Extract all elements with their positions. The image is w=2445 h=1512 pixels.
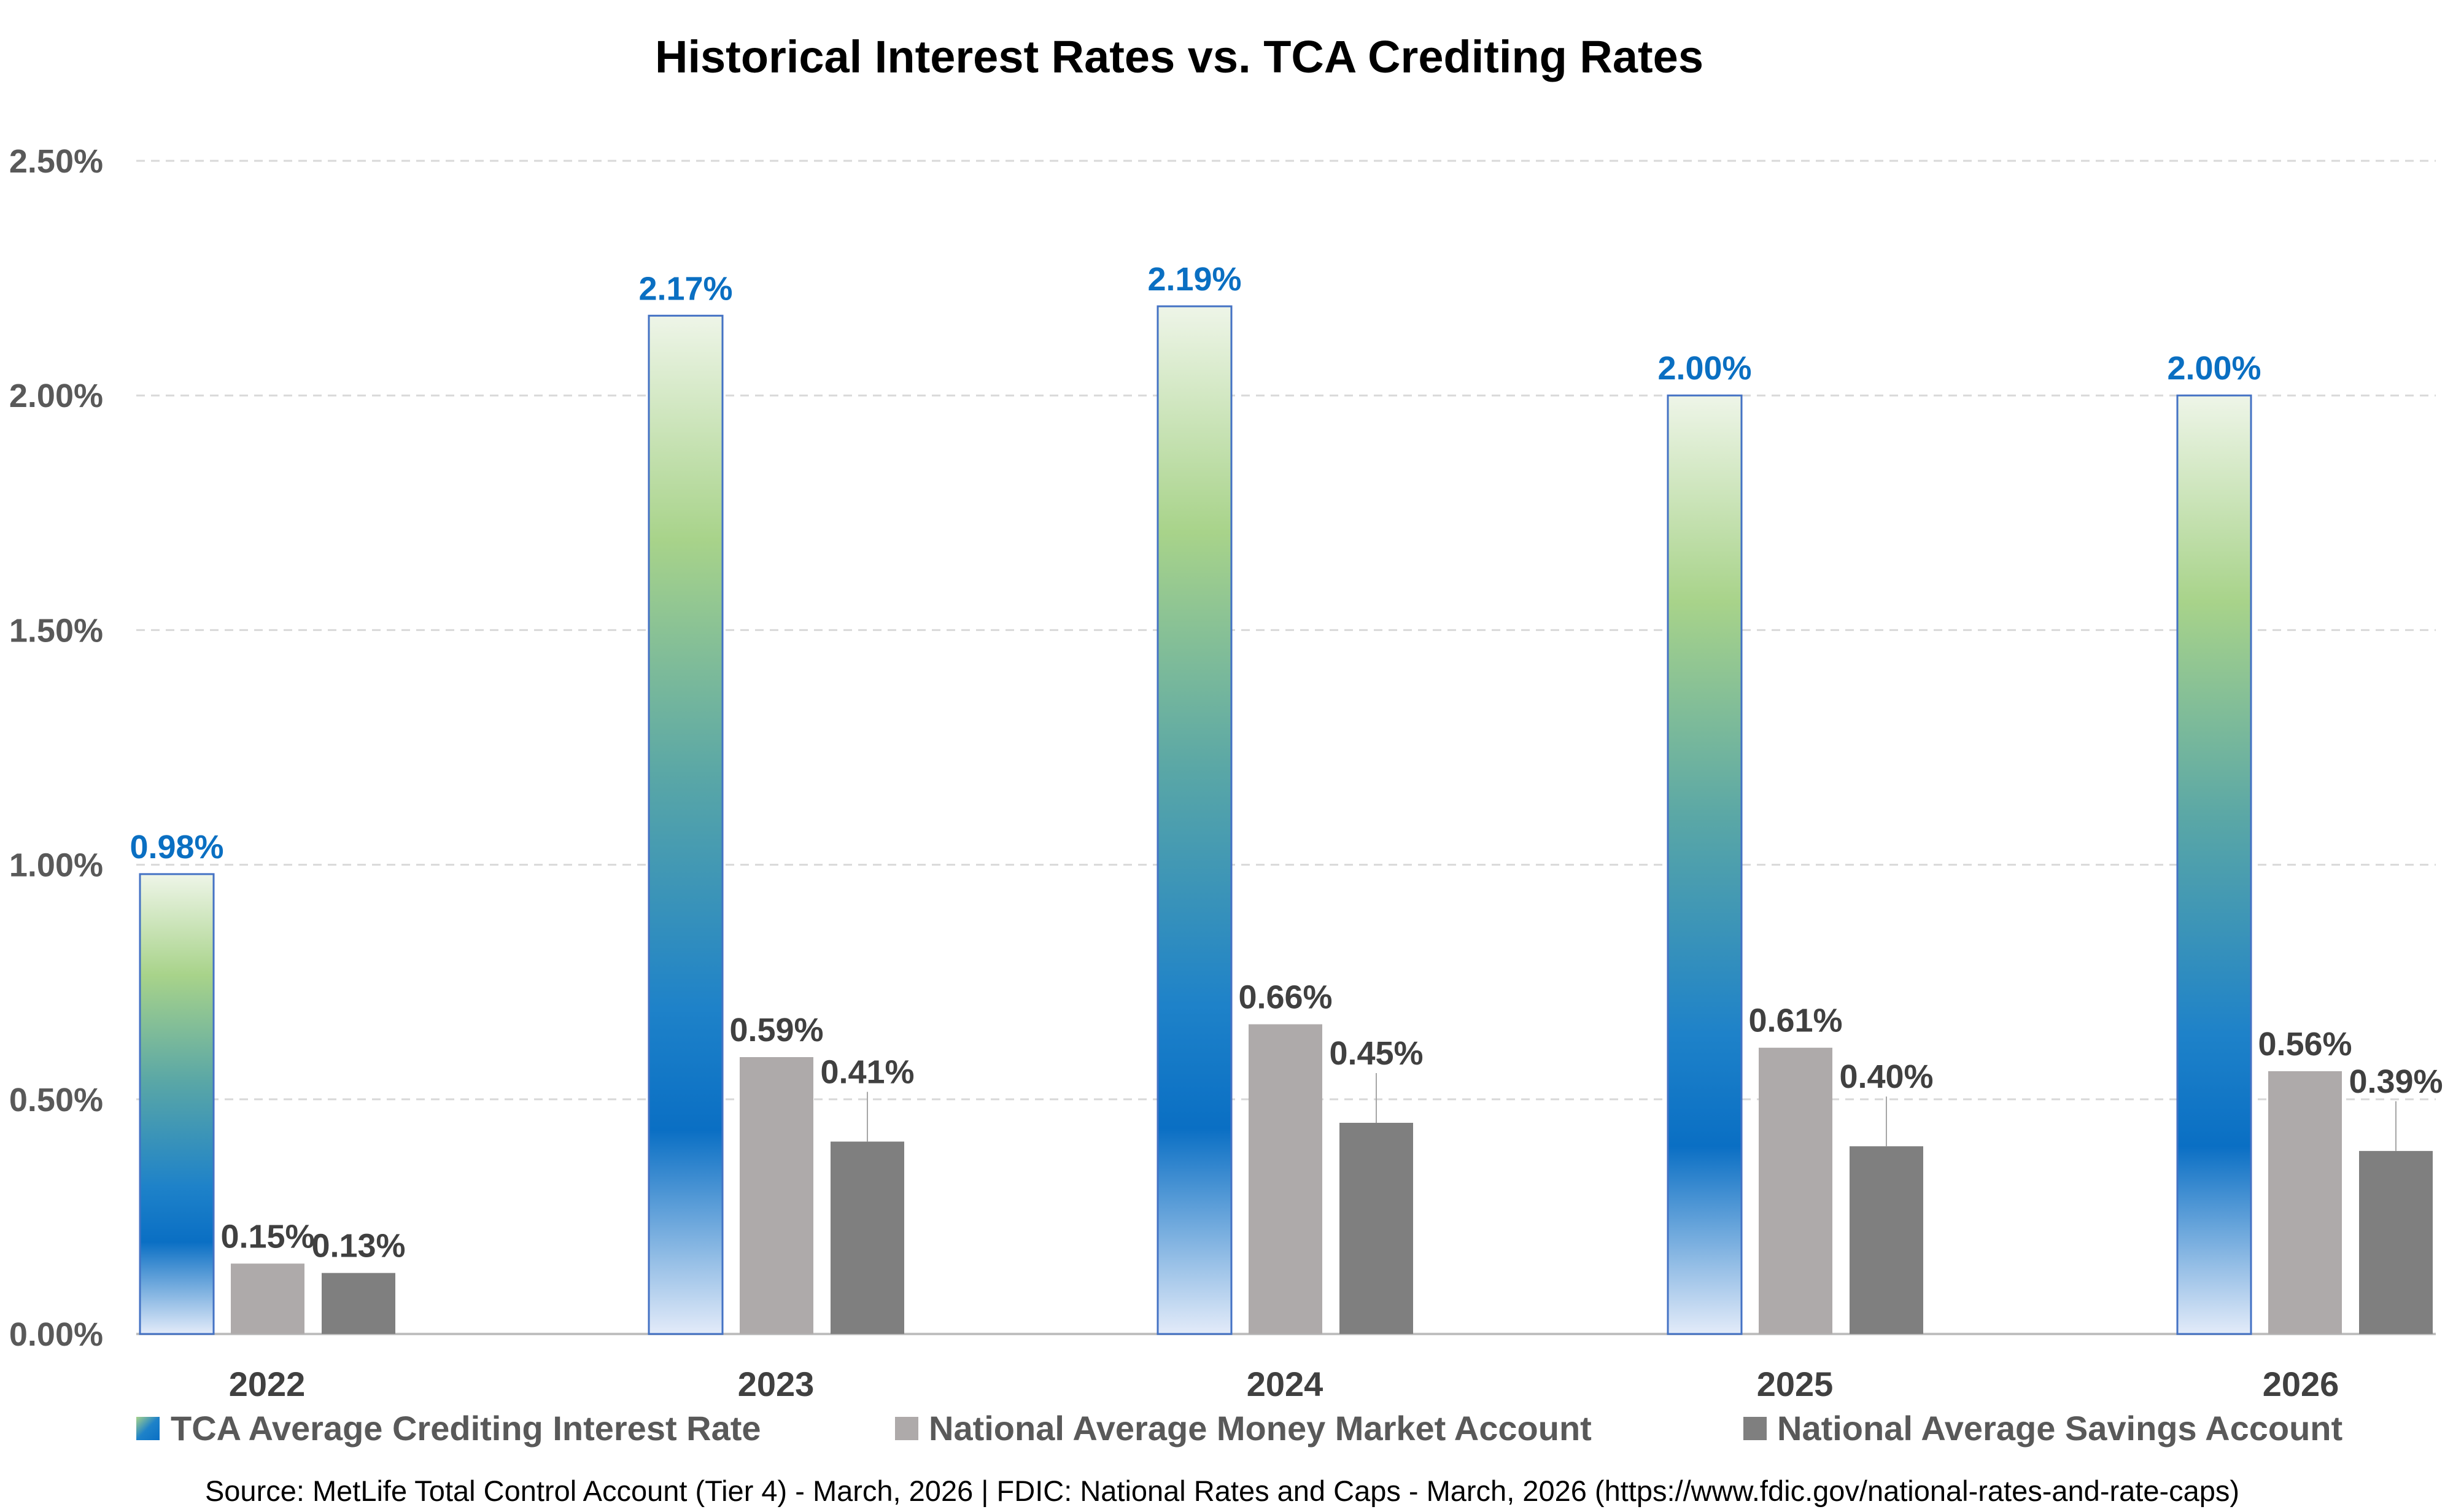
data-label-tca-2025: 2.00%	[1657, 350, 1751, 387]
y-tick-label: 0.50%	[9, 1082, 103, 1118]
x-category-2023: 2023	[738, 1365, 815, 1403]
bar-savings-2026	[2359, 1150, 2433, 1334]
data-label-savings-2026: 0.39%	[2349, 1063, 2443, 1100]
data-label-money-market-2025: 0.61%	[1748, 1002, 1842, 1039]
y-tick-label: 2.50%	[9, 143, 103, 180]
x-category-2024: 2024	[1247, 1365, 1323, 1403]
bar-savings-2022	[322, 1273, 395, 1334]
bar-savings-2025	[1850, 1146, 1923, 1334]
bar-tca-2022	[139, 873, 215, 1335]
y-tick-label: 1.50%	[9, 612, 103, 649]
legend-swatch-money-market	[895, 1417, 918, 1440]
data-label-tca-2024: 2.19%	[1147, 261, 1241, 298]
bar-money-market-2023	[740, 1057, 813, 1334]
gridlines	[136, 160, 2436, 1101]
legend-label-tca: TCA Average Crediting Interest Rate	[171, 1409, 761, 1448]
legend-swatch-tca	[136, 1417, 160, 1440]
bar-money-market-2024	[1249, 1024, 1322, 1334]
bars	[139, 305, 2433, 1335]
bar-tca-2026	[2176, 394, 2252, 1335]
y-tick-label: 2.00%	[9, 378, 103, 414]
data-label-savings-2023: 0.41%	[820, 1054, 914, 1091]
bar-money-market-2026	[2268, 1071, 2342, 1334]
bar-savings-2023	[831, 1141, 904, 1334]
x-category-2025: 2025	[1757, 1365, 1834, 1403]
y-tick-label: 0.00%	[9, 1316, 103, 1353]
data-label-tca-2022: 0.98%	[130, 829, 223, 866]
chart-title: Historical Interest Rates vs. TCA Credit…	[655, 31, 1703, 82]
bar-tca-2025	[1667, 394, 1743, 1335]
legend-label-money-market: National Average Money Market Account	[929, 1409, 1592, 1448]
data-label-money-market-2026: 0.56%	[2258, 1026, 2352, 1063]
x-axis-categories: 2022 2023 2024 2025 2026	[229, 1365, 2339, 1403]
bar-savings-2024	[1339, 1123, 1413, 1334]
bar-tca-2023	[648, 314, 724, 1335]
source-note: Source: MetLife Total Control Account (T…	[205, 1475, 2239, 1507]
data-label-savings-2022: 0.13%	[311, 1228, 405, 1265]
x-category-2022: 2022	[229, 1365, 306, 1403]
data-labels: 0.98% 0.15%0.13% 2.17% 0.59% 0.41% 2.19% 0.66%…	[130, 261, 2443, 1265]
data-label-tca-2023: 2.17%	[638, 270, 732, 307]
data-label-money-market-2024: 0.66%	[1238, 979, 1332, 1015]
bar-money-market-2022	[231, 1263, 304, 1334]
data-label-tca-2026: 2.00%	[2167, 350, 2261, 387]
x-category-2026: 2026	[2263, 1365, 2339, 1403]
y-tick-label: 1.00%	[9, 847, 103, 884]
data-label-money-market-2022: 0.15%	[220, 1218, 314, 1255]
data-label-money-market-2023: 0.59%	[729, 1012, 823, 1049]
bar-tca-2024	[1157, 305, 1233, 1335]
data-label-savings-2025: 0.40%	[1839, 1058, 1933, 1095]
data-label-savings-2024: 0.45%	[1329, 1035, 1423, 1072]
bar-money-market-2025	[1759, 1047, 1832, 1334]
y-axis-ticks: 0.00% 0.50% 1.00% 1.50% 2.00% 2.50%	[9, 143, 103, 1353]
legend-label-savings: National Average Savings Account	[1777, 1409, 2342, 1448]
legend: TCA Average Crediting Interest Rate Nati…	[136, 1409, 2342, 1448]
legend-swatch-savings	[1743, 1417, 1767, 1440]
